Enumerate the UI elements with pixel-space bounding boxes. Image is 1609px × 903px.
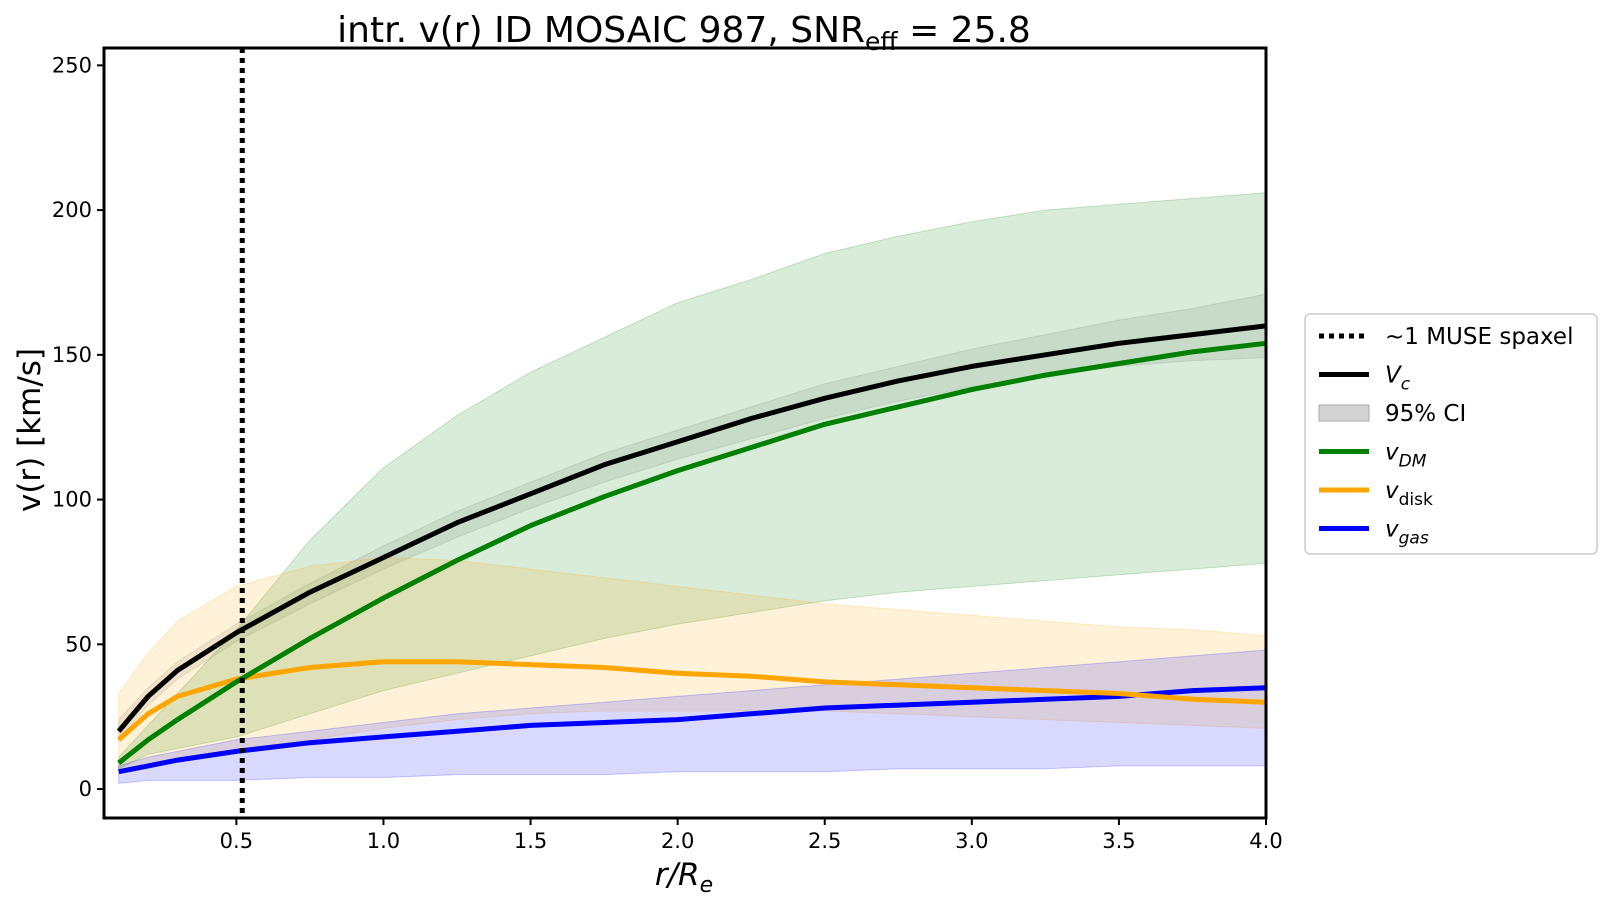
plot-frame — [102, 46, 1268, 820]
legend: ~1 MUSE spaxel Vc 95% CI vDM vdisk vgas — [1304, 313, 1598, 555]
x-tick-label: 1.5 — [514, 829, 547, 853]
x-tick-label: 2.0 — [661, 829, 694, 853]
x-axis-label-subscript: e — [700, 873, 714, 898]
x-axis-label: r/Re — [655, 857, 713, 898]
chart-title-subscript: eff — [865, 27, 898, 56]
legend-label: vDM — [1385, 440, 1427, 472]
y-tick-label: 250 — [52, 53, 92, 77]
y-tick-label: 200 — [52, 198, 92, 222]
legend-label: vgas — [1385, 517, 1429, 549]
x-tick-label: 1.0 — [367, 829, 400, 853]
y-tick-label: 100 — [52, 488, 92, 512]
legend-label: Vc — [1385, 363, 1411, 395]
legend-label: ~1 MUSE spaxel — [1385, 324, 1573, 350]
x-tick-label: 4.0 — [1249, 829, 1282, 853]
y-tick-label: 50 — [65, 632, 92, 656]
x-tick-label: 0.5 — [220, 829, 253, 853]
x-axis-label-main: r/R — [655, 857, 700, 893]
x-tick-label: 3.0 — [955, 829, 988, 853]
vc-line — [116, 323, 1267, 733]
vdisk-line — [117, 659, 1267, 742]
y-axis-label: v(r) [km/s] — [12, 348, 48, 512]
legend-label: vdisk — [1385, 478, 1433, 510]
vdm-line — [117, 340, 1267, 765]
legend-label: 95% CI — [1385, 401, 1466, 427]
chart-title-main: intr. v(r) ID MOSAIC 987, SNR — [337, 10, 865, 51]
chart-title: intr. v(r) ID MOSAIC 987, SNReff = 25.8 — [337, 10, 1031, 56]
y-axis-ticks: 0 50 100 150 200 250 — [52, 53, 104, 801]
x-tick-label: 2.5 — [808, 829, 841, 853]
x-tick-label: 3.5 — [1102, 829, 1135, 853]
series-lines — [116, 323, 1267, 775]
legend-ci-patch — [1318, 404, 1370, 422]
x-axis-ticks: 0.5 1.0 1.5 2.0 2.5 3.0 3.5 4.0 — [220, 818, 1283, 853]
vgas-line — [118, 685, 1267, 775]
y-tick-label: 0 — [79, 777, 92, 801]
legend-box — [1304, 313, 1598, 555]
y-tick-label: 150 — [52, 343, 92, 367]
chart-title-suffix: = 25.8 — [898, 10, 1031, 51]
